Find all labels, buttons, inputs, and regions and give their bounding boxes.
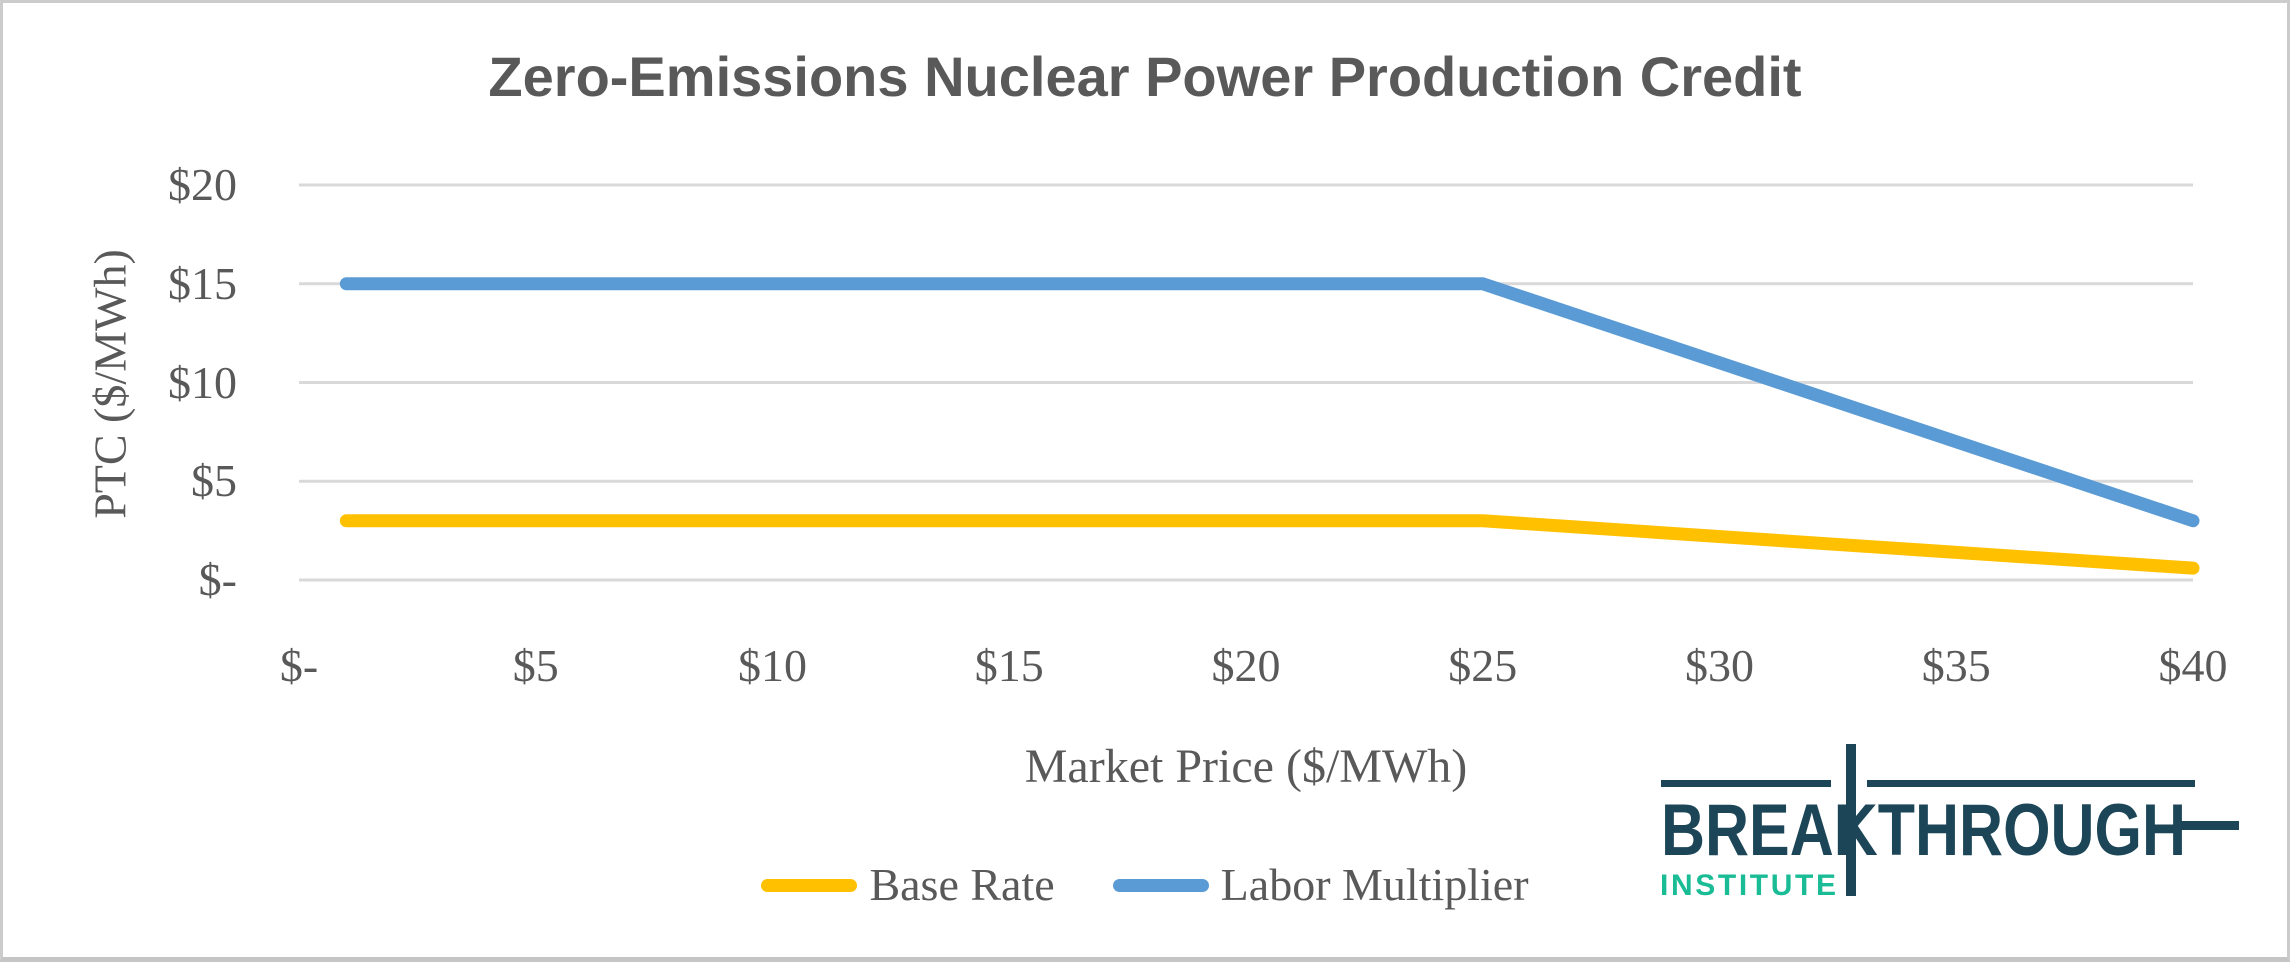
x-tick-label: $20 <box>1211 640 1281 691</box>
logo-wordmark: BREAKTHROUGH <box>1661 790 2186 871</box>
x-axis-title: Market Price ($/MWh) <box>1024 740 1468 793</box>
logo-top-rule-right <box>1867 780 2195 787</box>
logo-right-dash <box>2179 821 2239 830</box>
x-tick-label: $40 <box>2158 640 2228 691</box>
logo-institute: INSTITUTE <box>1660 869 1840 902</box>
x-tick-label: $10 <box>738 640 807 691</box>
legend-swatch <box>1112 878 1209 892</box>
y-tick-label: $10 <box>168 356 237 408</box>
x-tick-label: $5 <box>512 640 559 691</box>
plot-area <box>299 183 2200 582</box>
y-axis-title: PTC ($/MWh) <box>84 249 136 519</box>
x-tick-label: $25 <box>1448 640 1518 691</box>
series-line-base-rate <box>339 514 2200 575</box>
x-tick-label: $35 <box>1921 640 1991 691</box>
legend-label: Base Rate <box>869 859 1055 910</box>
logo-top-rule-left <box>1661 780 1831 787</box>
y-tick-label: $15 <box>168 257 237 309</box>
series-line-labor-multiplier <box>339 277 2200 528</box>
legend: Base Rate Labor Multiplier <box>3 853 2287 917</box>
x-tick-label: $30 <box>1685 640 1754 691</box>
legend-label: Labor Multiplier <box>1220 859 1529 910</box>
x-tick-label: $- <box>279 640 319 691</box>
y-tick-label: $5 <box>191 455 237 507</box>
x-tick-label: $15 <box>974 640 1044 691</box>
logo-k-stem <box>1846 744 1856 896</box>
legend-item: Base Rate <box>761 853 1055 917</box>
chart-title: Zero-Emissions Nuclear Power Production … <box>488 45 1802 108</box>
legend-item: Labor Multiplier <box>1112 853 1529 917</box>
legend-swatch <box>761 878 858 892</box>
y-tick-label: $20 <box>168 159 237 210</box>
breakthrough-institute-logo: BREAKTHROUGH INSTITUTE <box>1660 744 2239 902</box>
y-tick-label: $- <box>198 554 237 605</box>
